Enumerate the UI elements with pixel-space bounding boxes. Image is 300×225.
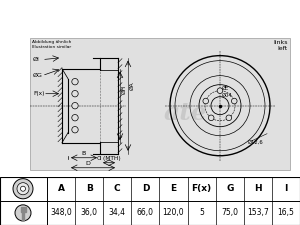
Text: B: B: [82, 151, 86, 156]
Text: 16,5: 16,5: [278, 208, 294, 217]
Circle shape: [217, 88, 223, 93]
Circle shape: [232, 98, 237, 104]
Text: F(x): F(x): [33, 91, 44, 96]
Text: ØH: ØH: [122, 85, 127, 94]
Circle shape: [20, 186, 26, 191]
Text: I: I: [284, 184, 288, 193]
Circle shape: [13, 179, 33, 199]
Text: ØG: ØG: [33, 73, 43, 78]
Text: links
left: links left: [274, 40, 288, 51]
Text: 5: 5: [199, 208, 204, 217]
Text: ate: ate: [163, 101, 207, 125]
Text: H: H: [254, 184, 262, 193]
Circle shape: [72, 115, 78, 121]
Circle shape: [17, 183, 29, 195]
Text: ØE: ØE: [222, 86, 229, 91]
Text: 75,0: 75,0: [221, 208, 238, 217]
Text: 36,0: 36,0: [81, 208, 98, 217]
Circle shape: [72, 90, 78, 97]
Circle shape: [203, 98, 208, 104]
Text: 153,7: 153,7: [247, 208, 269, 217]
Text: 436115: 436115: [190, 9, 248, 23]
Circle shape: [226, 115, 232, 121]
Text: 66,0: 66,0: [137, 208, 154, 217]
Text: D: D: [142, 184, 149, 193]
Text: ØI: ØI: [33, 57, 40, 62]
Circle shape: [15, 205, 31, 221]
Circle shape: [72, 102, 78, 109]
Text: 34,4: 34,4: [109, 208, 126, 217]
Bar: [30, 38, 290, 170]
Text: ØA: ØA: [130, 81, 135, 90]
Text: Ø04: Ø04: [222, 93, 233, 98]
Text: E: E: [170, 184, 177, 193]
Text: A: A: [58, 184, 64, 193]
Text: G: G: [226, 184, 233, 193]
Text: B: B: [86, 184, 93, 193]
Circle shape: [72, 79, 78, 85]
Text: C (MTH): C (MTH): [97, 156, 121, 161]
Text: C: C: [114, 184, 121, 193]
Bar: [22, 211, 24, 220]
Bar: [20, 207, 26, 212]
Text: D: D: [85, 161, 90, 166]
Text: 348,0: 348,0: [50, 208, 72, 217]
Text: Abbildung ähnlich
Illustration similar: Abbildung ähnlich Illustration similar: [32, 40, 71, 49]
Text: 120,0: 120,0: [163, 208, 184, 217]
Text: F(x): F(x): [191, 184, 212, 193]
Circle shape: [208, 115, 214, 121]
Text: Ø12,6: Ø12,6: [248, 140, 264, 145]
Text: 24.0136-0115.2: 24.0136-0115.2: [52, 9, 176, 23]
Circle shape: [72, 126, 78, 133]
